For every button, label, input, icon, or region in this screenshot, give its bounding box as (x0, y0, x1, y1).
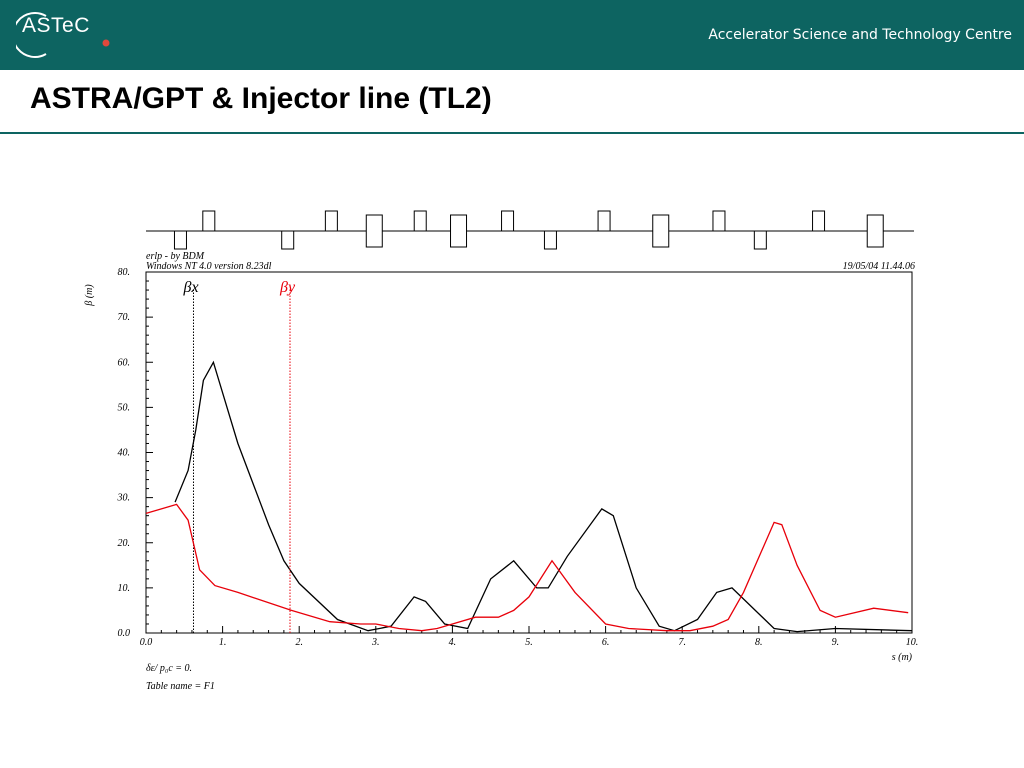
astec-logo-icon (16, 12, 110, 58)
lattice-element-up (597, 210, 611, 232)
chart-svg: erlp - by BDM Windows NT 4.0 version 8.2… (84, 210, 919, 692)
y-tick-label: 30. (117, 493, 131, 504)
chart-footer-2: Table name = F1 (146, 681, 215, 692)
x-tick-label: 3. (371, 637, 380, 648)
x-tick-label: 0.0 (140, 637, 153, 648)
chart-header-right: 19/05/04 11.44.06 (843, 261, 915, 272)
y-tick-label: 20. (118, 538, 131, 549)
chart-footer-1: δε/ p₀c = 0. (146, 663, 192, 674)
lattice-element-up (413, 210, 427, 232)
x-tick-label: 7. (678, 637, 686, 648)
x-tick-label: 10. (906, 637, 919, 648)
series-label: βx (182, 279, 198, 296)
x-axis-label: s (m) (892, 652, 913, 663)
title-divider (0, 132, 1024, 134)
y-tick-label: 10. (118, 583, 131, 594)
series-line-beta-y (145, 503, 909, 632)
logo-dot (102, 39, 110, 47)
lattice-element-down (543, 230, 557, 250)
lattice-element-up (501, 210, 515, 232)
y-axis-label: β (m) (84, 284, 95, 307)
lattice-element-up (324, 210, 338, 232)
lattice-element-up (812, 210, 826, 232)
lattice-element-down (281, 230, 295, 250)
lattice-element-both (866, 214, 884, 248)
x-tick-label: 4. (449, 637, 457, 648)
lattice-layout (146, 210, 914, 250)
x-tick-label: 8. (755, 637, 763, 648)
series-label: βy (279, 279, 296, 296)
y-tick-label: 50. (118, 402, 131, 413)
header-bar: ASTeC Accelerator Science and Technology… (0, 0, 1024, 70)
logo-text: ASTeC (22, 14, 90, 37)
y-tick-label: 60. (118, 357, 131, 368)
series-line-beta-x (174, 360, 913, 633)
series-lines: βx βy (145, 279, 913, 633)
chart-header-left-1: erlp - by BDM (146, 251, 205, 262)
org-name: Accelerator Science and Technology Centr… (708, 27, 1012, 43)
axis-ticks: 0.0 1. 2. 3. 4. 5. 6. 7. 8. 9. 10. 0.0 10. 20. 30. 40. 5… (117, 267, 919, 648)
lattice-element-both (450, 214, 468, 248)
y-tick-label: 0.0 (118, 628, 131, 639)
x-tick-label: 6. (602, 637, 610, 648)
lattice-element-up (712, 210, 726, 232)
x-tick-label: 5. (525, 637, 533, 648)
lattice-element-down (753, 230, 767, 250)
chart-header-left-2: Windows NT 4.0 version 8.23dl (146, 261, 272, 272)
slide-title: ASTRA/GPT & Injector line (TL2) (30, 82, 492, 115)
lattice-element-down (173, 230, 187, 250)
x-tick-label: 2. (295, 637, 303, 648)
lattice-element-both (652, 214, 670, 248)
y-tick-label: 80. (118, 267, 131, 278)
lattice-element-both (365, 214, 383, 248)
x-tick-label: 1. (219, 637, 227, 648)
x-tick-label: 9. (832, 637, 840, 648)
y-tick-label: 70. (118, 312, 131, 323)
y-tick-label: 40. (118, 448, 131, 459)
beta-function-chart: erlp - by BDM Windows NT 4.0 version 8.2… (60, 195, 960, 715)
lattice-element-up (202, 210, 216, 232)
